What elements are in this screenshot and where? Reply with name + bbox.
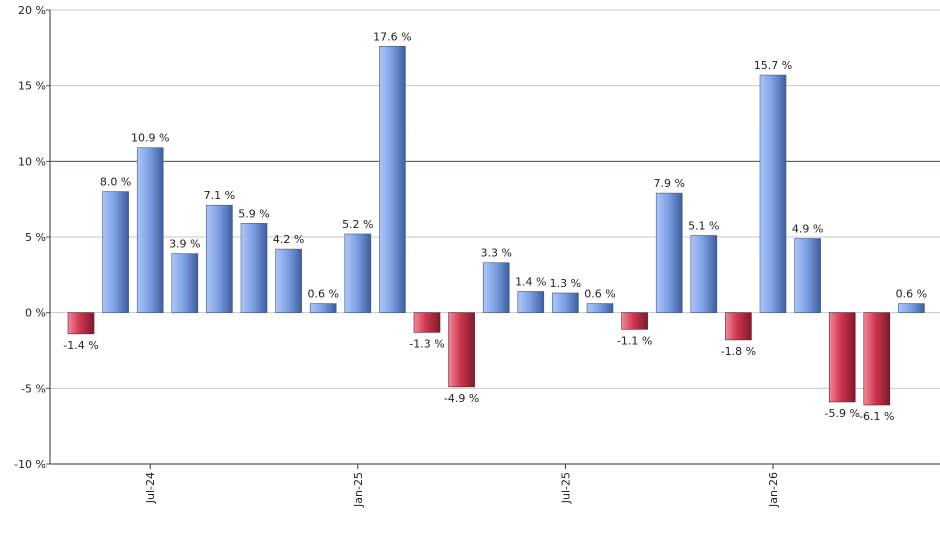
bar-positive	[898, 303, 925, 313]
bar-value-label: -4.9 %	[444, 392, 479, 405]
bar-positive	[586, 303, 614, 313]
bar-value-label: 10.9 %	[131, 132, 169, 145]
bar-positive	[379, 46, 406, 313]
y-tick-label: 0 %	[25, 307, 46, 320]
bar-value-label: 5.1 %	[688, 219, 719, 232]
bar-positive	[655, 192, 683, 313]
x-tick-label: Jul-25	[559, 472, 572, 504]
bar-negative	[621, 312, 648, 330]
x-tick-label: Jan-26	[767, 472, 780, 508]
bar-value-label: 4.9 %	[792, 223, 823, 236]
bar-value-label: -1.1 %	[617, 334, 652, 347]
bar-value-label: 17.6 %	[373, 30, 411, 43]
bar-value-label: -6.1 %	[859, 410, 894, 423]
bar-positive	[309, 303, 337, 313]
bars	[67, 46, 925, 406]
bar-value-label: 3.3 %	[480, 247, 511, 260]
bar-value-label: 8.0 %	[100, 176, 131, 189]
x-tick-label: Jul-24	[144, 472, 157, 504]
bar-positive	[240, 223, 268, 313]
y-tick-label: -5 %	[21, 382, 46, 395]
bar-negative	[413, 312, 441, 333]
bar-value-label: 7.9 %	[653, 177, 684, 190]
bar-negative	[725, 312, 752, 341]
bar-negative	[448, 312, 475, 388]
bar-positive	[206, 204, 233, 313]
bar-value-label: 15.7 %	[754, 59, 792, 72]
bar-positive	[759, 74, 787, 313]
y-tick-label: 10 %	[18, 155, 46, 168]
y-tick-label: -10 %	[14, 458, 46, 471]
bar-negative	[67, 312, 95, 335]
bar-positive	[275, 248, 302, 313]
bar-value-label: -1.8 %	[721, 345, 756, 358]
data-labels: -1.4 % 8.0 % 10.9 % 3.9 % 7.1 %5.9 % 4.2 % 0.6…	[63, 30, 927, 423]
bar-value-label: 0.6 %	[896, 288, 927, 301]
bar-value-label: -5.9 %	[824, 407, 859, 420]
bar-value-label: 0.6 %	[584, 288, 615, 301]
y-tick-label: 5 %	[25, 231, 46, 244]
bar-value-label: 0.6 %	[307, 288, 338, 301]
bar-value-label: 5.9 %	[238, 207, 269, 220]
bar-positive	[690, 235, 718, 313]
x-tick-label: Jan-25	[352, 472, 365, 508]
bar-value-label: -1.3 %	[409, 337, 444, 350]
bar-positive	[171, 253, 199, 313]
bar-value-label: -1.4 %	[63, 339, 98, 352]
bar-value-label: 1.4 %	[515, 275, 546, 288]
bar-positive	[552, 292, 579, 313]
y-tick-label: 20 %	[18, 4, 46, 17]
bar-value-label: 1.3 %	[550, 277, 581, 290]
bar-negative	[863, 312, 891, 406]
bar-value-label: 5.2 %	[342, 218, 373, 231]
bar-value-label: 7.1 %	[204, 189, 235, 202]
bar-value-label: 3.9 %	[169, 238, 200, 251]
y-tick-label: 15 %	[18, 80, 46, 93]
axes: -10 % -5 % 0 % 5 % 10 % 15 % 20 % Jul-24 Jan-25 J…	[14, 4, 940, 508]
bar-positive	[136, 147, 164, 313]
bar-positive	[344, 233, 372, 313]
bar-positive	[102, 191, 129, 313]
bar-positive	[517, 291, 545, 313]
bar-positive	[794, 238, 821, 313]
bar-value-label: 4.2 %	[273, 233, 304, 246]
bar-negative	[828, 312, 856, 403]
bar-positive	[482, 262, 510, 313]
